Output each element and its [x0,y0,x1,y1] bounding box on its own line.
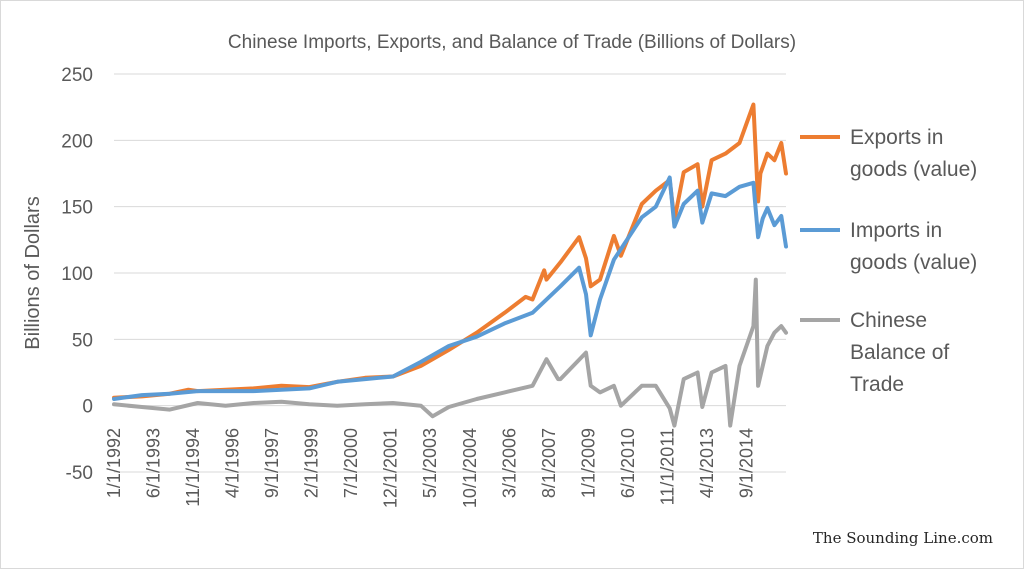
series-line [112,175,788,401]
legend: Exports in goods (value) Imports in goods (… [800,126,977,396]
x-axis-ticks: 1/1/1992 6/1/1993 11/1/1994 4/1/1996 9/1/199… [104,428,756,508]
y-tick-label: 0 [82,397,93,418]
x-tick-label: 4/1/1996 [223,428,243,498]
x-tick-label: 6/1/2010 [618,428,638,498]
y-axis-ticks: -50 0 50 100 150 200 250 [61,65,93,484]
source-credit: The Sounding Line.com [813,529,993,547]
series-line [112,277,788,428]
y-tick-label: 250 [61,65,93,86]
legend-label: Imports in goods (value) [850,219,977,274]
legend-label: Chinese Balance of Trade [850,309,949,396]
x-tick-label: 9/1/2014 [736,428,756,498]
x-tick-label: 7/1/2000 [341,428,361,498]
y-tick-label: 200 [61,131,93,152]
series-lines [112,102,788,428]
x-tick-label: 9/1/1997 [262,428,282,498]
gridlines [114,73,786,473]
x-tick-label: 8/1/2007 [539,428,559,498]
x-tick-label: 10/1/2004 [460,428,480,508]
y-tick-label: 150 [61,198,93,219]
y-tick-label: -50 [66,463,93,484]
x-tick-label: 5/1/2003 [420,428,440,498]
x-tick-label: 2/1/1999 [302,428,322,498]
x-tick-label: 1/1/1992 [104,428,124,498]
y-tick-label: 50 [72,330,93,351]
x-tick-label: 4/1/2013 [697,428,717,498]
series-line [112,102,788,400]
y-tick-label: 100 [61,264,93,285]
y-axis-label: Billions of Dollars [22,196,44,349]
x-tick-label: 11/1/2011 [657,428,677,505]
x-tick-label: 1/1/2009 [578,428,598,498]
x-tick-label: 12/1/2001 [381,428,401,508]
x-tick-label: 3/1/2006 [499,428,519,498]
x-tick-label: 6/1/1993 [144,428,164,498]
chart-title: Chinese Imports, Exports, and Balance of… [228,32,796,53]
legend-label: Exports in goods (value) [850,126,977,181]
x-tick-label: 11/1/1994 [183,428,203,507]
